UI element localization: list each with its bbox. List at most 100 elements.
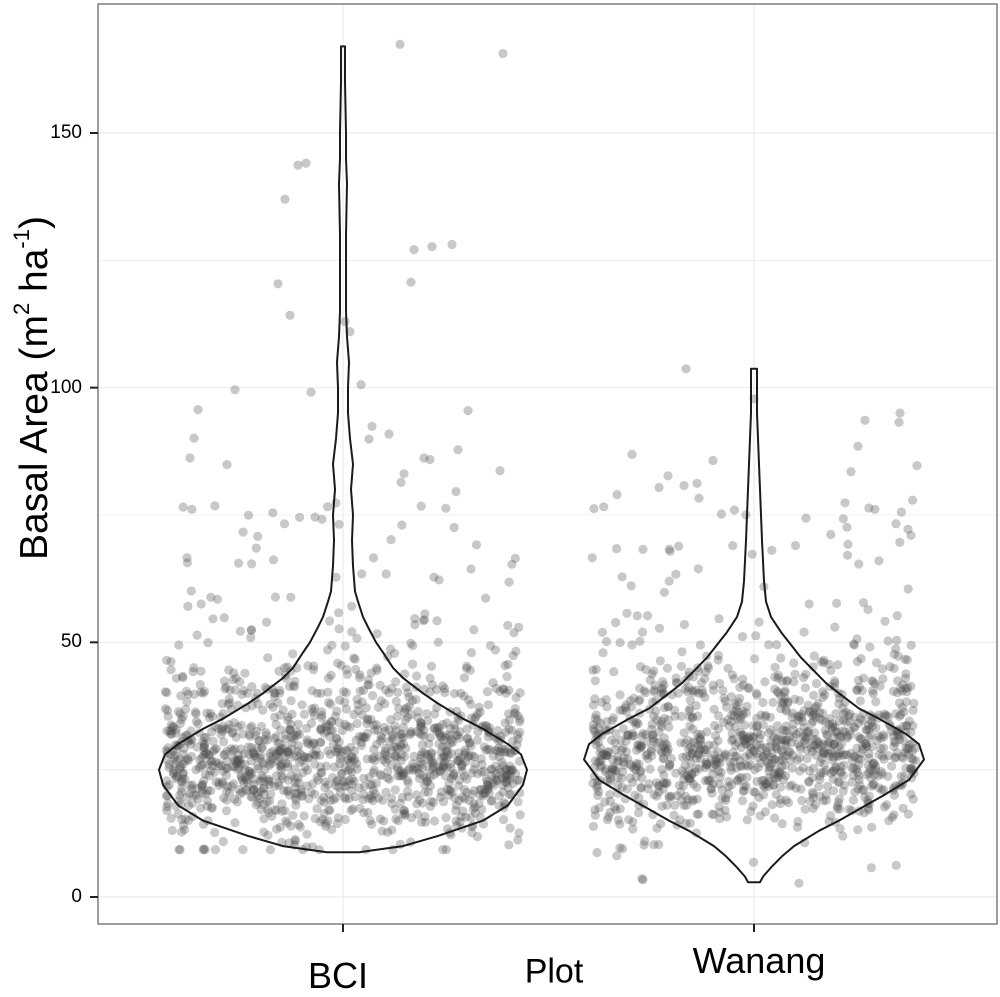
data-point xyxy=(476,784,486,794)
data-point xyxy=(485,745,495,755)
data-point xyxy=(849,639,859,649)
data-point xyxy=(451,805,461,816)
data-point xyxy=(494,801,504,811)
data-point xyxy=(635,683,645,693)
data-point xyxy=(442,718,452,728)
data-point xyxy=(815,714,825,724)
data-point xyxy=(507,725,517,735)
data-point xyxy=(168,768,178,778)
data-point xyxy=(615,638,625,648)
data-point xyxy=(438,681,448,691)
data-point xyxy=(501,770,511,780)
data-point xyxy=(223,699,233,709)
data-point xyxy=(386,644,396,654)
data-point xyxy=(887,812,897,822)
data-point xyxy=(493,746,503,756)
data-point xyxy=(310,512,320,522)
data-point xyxy=(590,805,600,815)
data-point xyxy=(221,682,231,692)
data-point xyxy=(765,761,775,771)
data-point xyxy=(826,529,836,540)
data-point xyxy=(175,845,185,855)
data-point xyxy=(163,711,173,721)
data-point xyxy=(776,704,786,714)
data-point xyxy=(331,733,341,743)
data-point xyxy=(275,710,285,720)
data-point xyxy=(774,768,784,778)
data-point xyxy=(717,785,727,795)
data-point xyxy=(886,726,897,736)
data-point xyxy=(274,752,285,763)
data-point xyxy=(889,737,899,747)
data-point xyxy=(634,696,644,706)
data-point xyxy=(290,773,300,783)
data-point xyxy=(237,787,247,797)
data-point xyxy=(417,759,428,769)
data-point xyxy=(606,774,616,784)
data-point xyxy=(696,744,706,754)
data-point xyxy=(815,791,825,802)
data-point xyxy=(607,735,617,745)
data-point xyxy=(811,678,822,689)
data-point xyxy=(429,572,439,582)
data-point xyxy=(454,756,464,766)
data-point xyxy=(648,736,658,746)
data-point xyxy=(260,765,270,775)
data-point xyxy=(656,684,667,694)
data-point xyxy=(282,818,292,828)
data-point xyxy=(862,770,872,780)
data-point xyxy=(422,709,432,719)
data-point xyxy=(798,717,808,727)
data-point xyxy=(911,756,921,766)
data-point xyxy=(286,821,296,831)
data-point xyxy=(892,748,902,758)
data-point xyxy=(723,663,733,673)
data-point xyxy=(179,825,190,835)
data-point xyxy=(854,771,864,781)
data-point xyxy=(879,732,889,742)
data-point xyxy=(609,667,619,677)
data-point xyxy=(497,757,507,767)
data-point xyxy=(811,750,821,760)
data-point xyxy=(312,804,322,814)
data-point xyxy=(663,715,673,725)
data-point xyxy=(513,797,523,807)
data-point xyxy=(768,780,778,791)
data-point xyxy=(434,728,444,738)
data-point xyxy=(512,739,522,750)
data-point xyxy=(262,797,272,807)
data-point xyxy=(465,738,475,748)
data-point xyxy=(175,754,185,764)
data-point xyxy=(686,757,696,768)
data-point xyxy=(316,762,326,772)
data-point xyxy=(874,783,884,793)
data-point xyxy=(166,665,176,675)
data-point xyxy=(610,745,621,755)
data-point xyxy=(258,705,268,715)
data-point xyxy=(272,771,282,781)
data-point xyxy=(177,783,187,793)
data-point xyxy=(732,701,742,711)
data-point xyxy=(220,749,230,759)
data-point xyxy=(424,739,434,749)
data-point xyxy=(815,707,825,718)
data-point xyxy=(457,760,467,771)
data-point xyxy=(268,508,278,518)
data-point xyxy=(833,777,843,787)
data-point xyxy=(598,648,608,658)
data-point xyxy=(782,675,792,686)
data-point xyxy=(902,687,912,697)
data-point xyxy=(643,611,653,621)
data-point xyxy=(482,776,492,787)
data-point xyxy=(246,625,256,635)
data-point xyxy=(322,726,332,736)
data-point xyxy=(170,751,180,761)
data-point xyxy=(513,730,523,740)
data-point xyxy=(500,660,510,671)
data-point xyxy=(901,743,911,753)
data-point xyxy=(773,673,783,683)
data-point xyxy=(207,803,217,813)
data-point xyxy=(198,780,208,790)
data-point xyxy=(387,683,397,694)
data-point xyxy=(791,783,801,793)
